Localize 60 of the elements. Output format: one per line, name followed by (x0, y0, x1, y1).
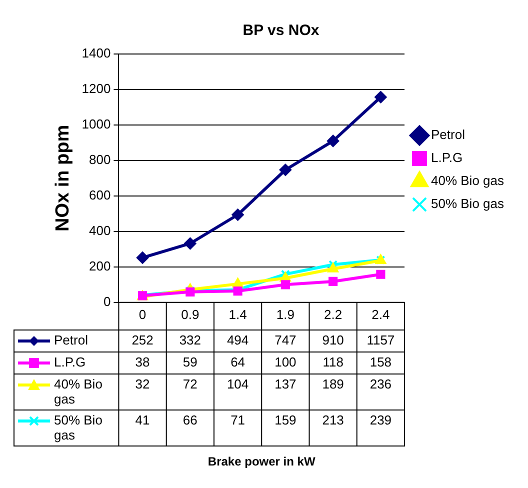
x-tick-label: 0.9 (181, 306, 200, 322)
data-label: 910 (322, 332, 344, 348)
point (232, 278, 244, 288)
point (328, 276, 338, 286)
data-label: 41 (135, 412, 150, 428)
data-label: 332 (179, 332, 202, 348)
text: 40% Bio gas (54, 376, 102, 407)
y-tick-label: 400 (89, 223, 111, 238)
data-label: 1157 (366, 332, 395, 348)
data-label: 32 (135, 376, 150, 392)
data-label: 236 (370, 376, 392, 392)
text: Petrol (54, 332, 88, 348)
data-label: 38 (135, 354, 150, 370)
data-label: 64 (230, 354, 246, 370)
data-label: 158 (370, 354, 392, 370)
y-axis-title: NOx in ppm (52, 124, 74, 232)
data-label: 104 (226, 376, 249, 392)
text: Brake power in kW (208, 454, 316, 468)
data-label: 71 (230, 412, 246, 428)
point (280, 280, 290, 290)
data-label: 59 (182, 354, 198, 370)
point (184, 237, 196, 250)
data-label: 189 (322, 376, 344, 392)
data-label: 159 (274, 412, 296, 428)
y-tick-label: 1200 (82, 81, 111, 96)
point (328, 262, 338, 272)
data-label: 118 (322, 354, 344, 370)
y-tick-label: 1400 (82, 46, 111, 61)
legend-label: L.P.G (54, 354, 86, 370)
text: L.P.G (431, 150, 463, 166)
data-label: 747 (274, 332, 296, 348)
point (136, 252, 149, 264)
data-label: 494 (226, 332, 249, 348)
y-tick-label: 1000 (82, 116, 111, 132)
data-label: 100 (274, 354, 296, 370)
data-label: 213 (322, 412, 344, 428)
y-tick-label: 0 (103, 294, 111, 309)
data-label: 252 (132, 332, 154, 348)
point (279, 164, 292, 176)
x-tick-label: 2.2 (324, 306, 342, 322)
y-tick-label: 800 (89, 152, 111, 168)
x-tick-label: 1.4 (228, 306, 247, 322)
data-label: 137 (274, 376, 296, 392)
x-tick-label: 0 (138, 306, 146, 322)
legend-label: 50% Bio gas (431, 196, 504, 212)
y-tick-label: 600 (89, 188, 111, 203)
data-label: 239 (370, 412, 392, 428)
x-tick-label: 2.4 (372, 306, 390, 322)
data-label: 66 (182, 412, 198, 428)
point (232, 208, 244, 221)
point (374, 91, 387, 104)
x-tick-label: 1.9 (276, 306, 294, 322)
point (376, 270, 386, 279)
point (327, 134, 340, 147)
data-label: 72 (182, 376, 198, 392)
text: 50% Bio gas (54, 412, 102, 443)
legend-label: 40% Bio gas (431, 173, 504, 188)
y-tick-label: 200 (89, 258, 111, 274)
chart-title: BP vs NOx (242, 22, 320, 40)
legend-label: Petrol (431, 127, 466, 142)
